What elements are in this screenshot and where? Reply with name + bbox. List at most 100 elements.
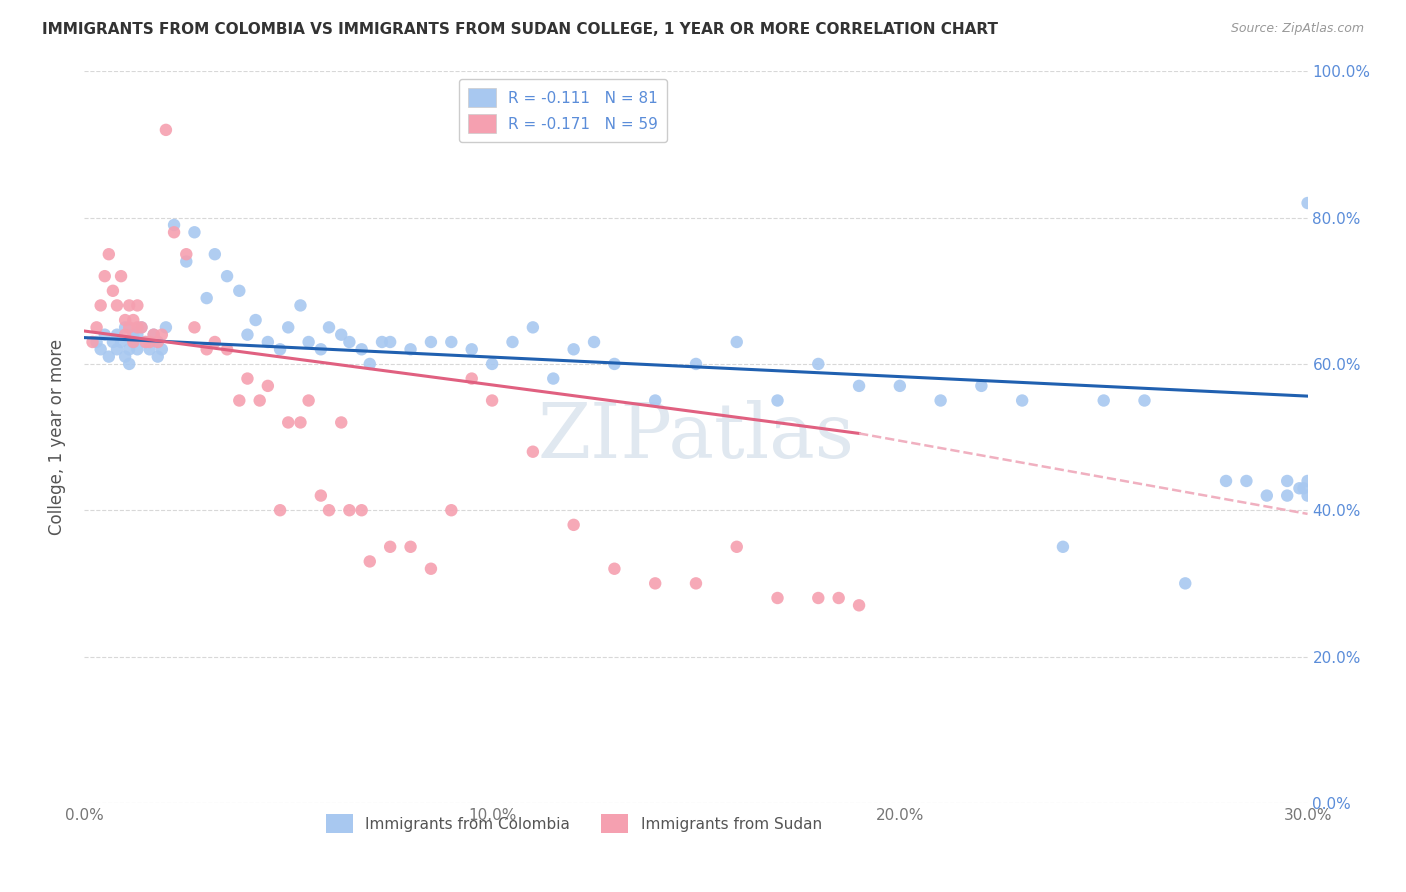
Point	[118, 343, 141, 357]
Point	[848, 379, 870, 393]
Point	[644, 576, 666, 591]
Point	[644, 393, 666, 408]
Point	[110, 269, 132, 284]
Point	[359, 357, 381, 371]
Point	[889, 379, 911, 393]
Point	[127, 320, 149, 334]
Point	[163, 225, 186, 239]
Point	[150, 327, 173, 342]
Point	[828, 591, 851, 605]
Point	[420, 334, 443, 349]
Point	[122, 327, 145, 342]
Point	[135, 334, 157, 349]
Point	[127, 343, 149, 357]
Point	[1174, 576, 1197, 591]
Point	[522, 444, 544, 458]
Point	[82, 334, 104, 349]
Text: IMMIGRANTS FROM COLOMBIA VS IMMIGRANTS FROM SUDAN COLLEGE, 1 YEAR OR MORE CORREL: IMMIGRANTS FROM COLOMBIA VS IMMIGRANTS F…	[42, 22, 998, 37]
Point	[131, 320, 153, 334]
Point	[1277, 489, 1299, 503]
Point	[101, 284, 124, 298]
Legend: Immigrants from Colombia, Immigrants from Sudan: Immigrants from Colombia, Immigrants fro…	[319, 808, 828, 839]
Point	[543, 371, 565, 385]
Point	[146, 334, 169, 349]
Text: Source: ZipAtlas.com: Source: ZipAtlas.com	[1230, 22, 1364, 36]
Point	[236, 371, 259, 385]
Point	[138, 343, 160, 357]
Point	[163, 218, 186, 232]
Point	[1052, 540, 1074, 554]
Point	[217, 269, 239, 284]
Point	[90, 343, 112, 357]
Point	[298, 393, 321, 408]
Point	[371, 334, 394, 349]
Point	[481, 357, 503, 371]
Point	[603, 357, 626, 371]
Point	[195, 291, 218, 305]
Point	[725, 334, 748, 349]
Point	[105, 343, 128, 357]
Point	[350, 343, 373, 357]
Point	[929, 393, 952, 408]
Point	[766, 591, 789, 605]
Point	[174, 254, 197, 268]
Point	[562, 517, 585, 532]
Point	[1236, 474, 1258, 488]
Point	[228, 284, 250, 298]
Point	[257, 334, 280, 349]
Point	[142, 327, 165, 342]
Point	[183, 225, 205, 239]
Point	[685, 576, 707, 591]
Point	[204, 334, 226, 349]
Text: ZIPatlas: ZIPatlas	[537, 401, 855, 474]
Point	[86, 334, 108, 349]
Point	[101, 334, 124, 349]
Point	[603, 562, 626, 576]
Point	[399, 540, 422, 554]
Point	[290, 416, 312, 430]
Point	[766, 393, 789, 408]
Point	[1011, 393, 1033, 408]
Point	[236, 327, 259, 342]
Point	[1133, 393, 1156, 408]
Point	[131, 320, 153, 334]
Point	[1292, 481, 1315, 495]
Point	[1277, 474, 1299, 488]
Point	[440, 334, 463, 349]
Point	[298, 334, 321, 349]
Point	[195, 343, 218, 357]
Point	[725, 540, 748, 554]
Point	[1296, 489, 1319, 503]
Point	[461, 343, 484, 357]
Point	[93, 327, 115, 342]
Point	[420, 562, 443, 576]
Point	[318, 503, 340, 517]
Point	[502, 334, 524, 349]
Point	[1296, 474, 1319, 488]
Point	[249, 393, 271, 408]
Point	[138, 334, 160, 349]
Point	[290, 298, 312, 312]
Point	[461, 371, 484, 385]
Point	[1296, 196, 1319, 211]
Point	[114, 313, 136, 327]
Point	[142, 327, 165, 342]
Point	[150, 343, 173, 357]
Point	[330, 327, 353, 342]
Point	[318, 320, 340, 334]
Point	[807, 357, 830, 371]
Point	[110, 334, 132, 349]
Point	[339, 503, 361, 517]
Point	[93, 269, 115, 284]
Point	[245, 313, 267, 327]
Point	[183, 320, 205, 334]
Point	[440, 503, 463, 517]
Point	[562, 343, 585, 357]
Point	[1215, 474, 1237, 488]
Point	[1288, 481, 1310, 495]
Point	[350, 503, 373, 517]
Point	[217, 343, 239, 357]
Point	[269, 503, 291, 517]
Y-axis label: College, 1 year or more: College, 1 year or more	[48, 339, 66, 535]
Point	[97, 247, 120, 261]
